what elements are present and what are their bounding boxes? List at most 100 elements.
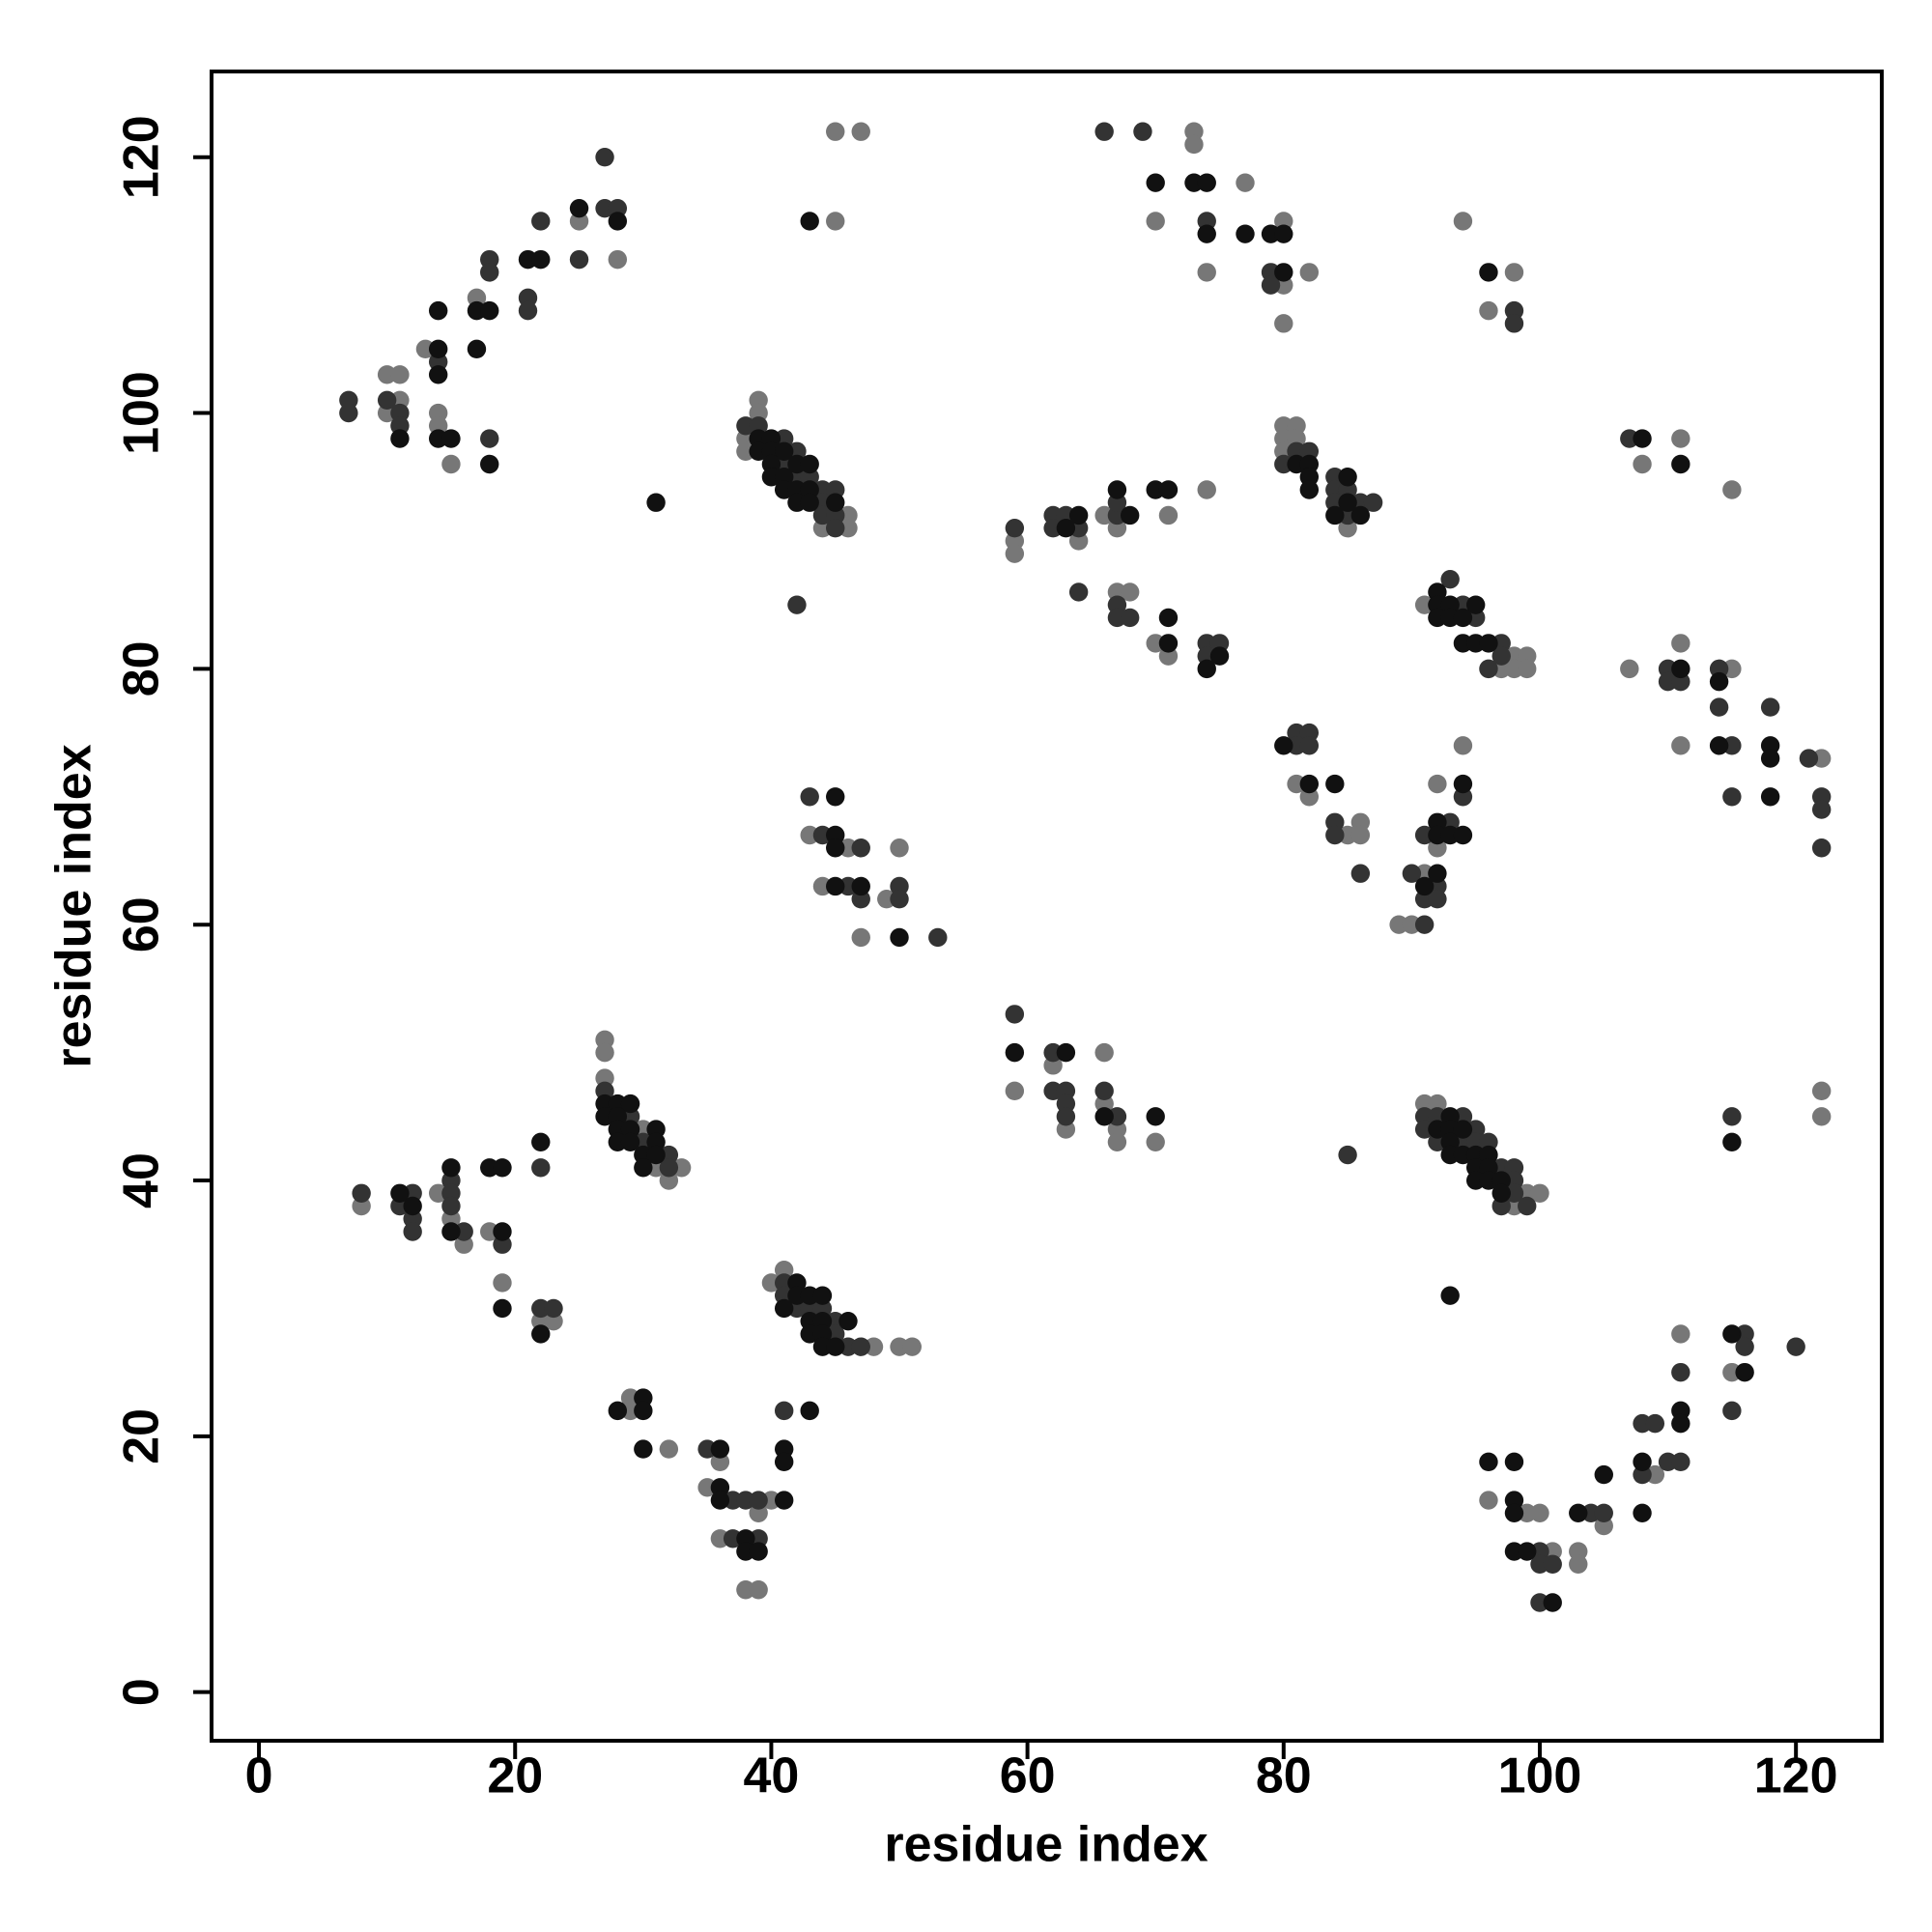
point xyxy=(531,212,551,231)
point xyxy=(890,838,909,858)
point xyxy=(1722,480,1742,499)
point xyxy=(1146,212,1165,231)
point xyxy=(1594,1464,1613,1485)
point xyxy=(1005,1042,1025,1063)
point xyxy=(1197,659,1216,679)
point xyxy=(1465,634,1486,653)
point xyxy=(1146,1132,1165,1152)
point xyxy=(480,300,499,321)
y-tick-label: 80 xyxy=(114,640,170,696)
point xyxy=(1581,1503,1601,1523)
point xyxy=(1094,1042,1114,1063)
point xyxy=(339,403,358,423)
point xyxy=(826,787,845,807)
point xyxy=(493,1298,512,1319)
point xyxy=(1107,480,1127,499)
point xyxy=(1453,634,1473,653)
point xyxy=(890,927,909,948)
point xyxy=(1504,1452,1524,1472)
point xyxy=(1504,314,1524,333)
point xyxy=(1722,1401,1742,1421)
point xyxy=(864,1337,884,1356)
point xyxy=(1440,1286,1460,1305)
point xyxy=(890,1337,909,1356)
point xyxy=(544,1298,563,1319)
point xyxy=(1492,646,1511,666)
point xyxy=(928,927,948,948)
point xyxy=(1479,1452,1498,1472)
point xyxy=(1492,1183,1511,1203)
point xyxy=(1671,1324,1690,1344)
point xyxy=(1120,608,1140,628)
point xyxy=(1414,1120,1435,1139)
point xyxy=(1811,749,1832,768)
point xyxy=(1709,697,1729,717)
point xyxy=(608,249,628,270)
point xyxy=(736,441,755,461)
point xyxy=(826,493,845,512)
point xyxy=(1530,1183,1549,1203)
point xyxy=(1005,544,1025,563)
point xyxy=(851,1337,870,1356)
point xyxy=(531,1132,551,1152)
point xyxy=(595,1107,614,1126)
point xyxy=(787,493,807,512)
y-tick-label: 120 xyxy=(114,115,170,199)
point xyxy=(1299,774,1320,794)
point xyxy=(1094,505,1114,526)
point xyxy=(1120,582,1140,602)
point xyxy=(1005,1081,1025,1101)
point xyxy=(1274,224,1293,243)
point xyxy=(1671,659,1690,679)
point xyxy=(736,1542,755,1561)
point xyxy=(1389,915,1408,934)
point xyxy=(1518,1503,1537,1523)
point xyxy=(1236,224,1255,243)
point xyxy=(697,1478,717,1497)
y-tick-label: 40 xyxy=(114,1152,170,1208)
point xyxy=(1504,1542,1524,1561)
point xyxy=(1209,646,1230,666)
point xyxy=(1786,1337,1805,1356)
point xyxy=(697,1439,717,1459)
point xyxy=(1760,787,1780,807)
point xyxy=(1722,736,1742,755)
point xyxy=(851,927,870,948)
point xyxy=(1197,224,1216,243)
point xyxy=(1440,825,1460,845)
point xyxy=(390,365,410,384)
point xyxy=(620,1094,640,1114)
point xyxy=(1658,671,1678,692)
point xyxy=(1184,134,1204,155)
point xyxy=(467,339,487,359)
point xyxy=(428,339,448,359)
point xyxy=(634,1401,653,1421)
point xyxy=(800,454,819,474)
plot-frame xyxy=(210,70,1884,1743)
point xyxy=(1465,595,1486,614)
point xyxy=(1479,659,1498,679)
point xyxy=(352,1183,371,1203)
point xyxy=(1274,454,1293,474)
point xyxy=(377,365,397,384)
point xyxy=(403,1222,422,1241)
point xyxy=(1671,1362,1690,1382)
point xyxy=(787,1286,807,1305)
point xyxy=(428,429,448,448)
point xyxy=(1453,1120,1473,1139)
point xyxy=(608,1132,628,1152)
point xyxy=(467,300,487,321)
point xyxy=(595,1042,614,1063)
point xyxy=(1645,1413,1665,1434)
point xyxy=(1620,659,1639,679)
point xyxy=(1158,480,1179,499)
point xyxy=(736,1491,755,1510)
point xyxy=(428,365,448,384)
point xyxy=(1287,736,1306,755)
point xyxy=(1146,634,1165,653)
point xyxy=(826,212,845,231)
point xyxy=(800,1286,819,1305)
point xyxy=(415,339,436,359)
point xyxy=(723,1491,743,1510)
